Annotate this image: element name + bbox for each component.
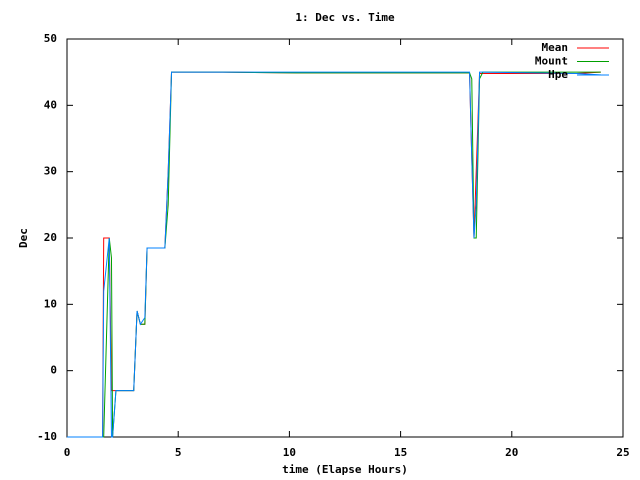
y-axis-label: Dec xyxy=(17,228,30,248)
y-tick-label: 0 xyxy=(50,364,57,377)
y-tick-label: 30 xyxy=(44,165,57,178)
x-tick-label: 10 xyxy=(283,446,296,459)
legend-label: Mount xyxy=(535,55,568,68)
legend-label: Mean xyxy=(542,41,569,54)
y-tick-label: 20 xyxy=(44,231,57,244)
y-tick-label: -10 xyxy=(37,430,57,443)
x-tick-label: 20 xyxy=(505,446,518,459)
x-axis-label: time (Elapse Hours) xyxy=(282,463,408,476)
legend-label: Hpe xyxy=(548,68,568,81)
data-line xyxy=(67,71,601,438)
y-tick-label: 50 xyxy=(44,32,57,45)
x-tick-label: 25 xyxy=(616,446,629,459)
x-tick-label: 0 xyxy=(64,446,71,459)
y-tick-label: 40 xyxy=(44,98,57,111)
x-tick-label: 5 xyxy=(175,446,182,459)
x-tick-label: 15 xyxy=(394,446,407,459)
chart-title: 1: Dec vs. Time xyxy=(295,11,395,24)
y-tick-label: 10 xyxy=(44,297,57,310)
